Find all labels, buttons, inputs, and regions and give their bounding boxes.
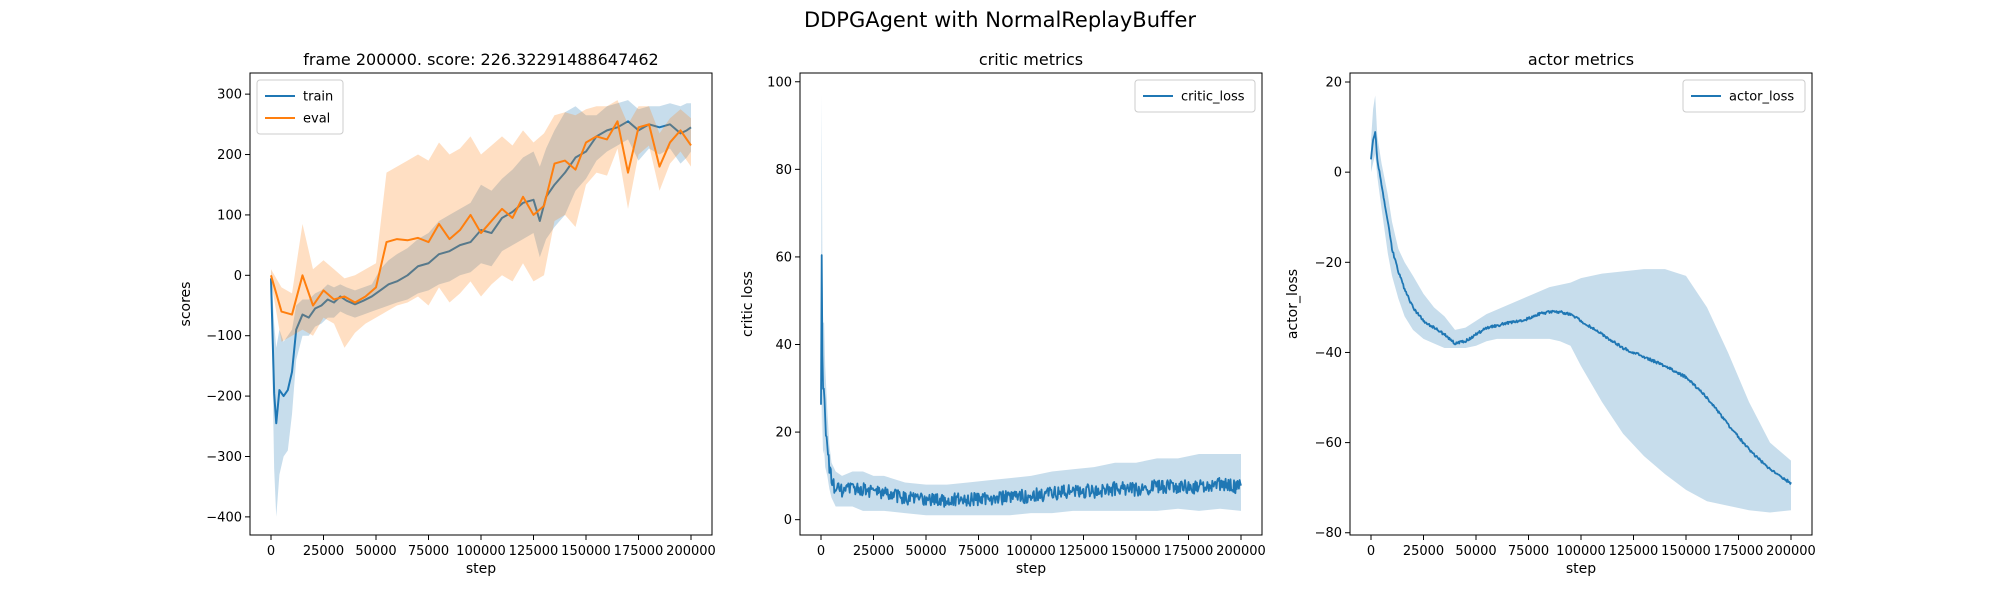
actor-xtick-label: 125000 xyxy=(1609,544,1659,559)
critic-data-layer xyxy=(820,94,1242,516)
critic-legend: critic_loss xyxy=(1134,79,1256,113)
actor-data-layer xyxy=(1370,95,1792,513)
critic-ylabel: critic loss xyxy=(740,271,756,337)
scores-xtick-label: 75000 xyxy=(408,544,449,559)
critic-ytick-label: 40 xyxy=(775,338,792,353)
critic-xtick-label: 75000 xyxy=(958,544,999,559)
scores-ylabel: scores xyxy=(178,282,194,327)
scores-ytick-label: −100 xyxy=(206,329,242,344)
critic-xtick-label: 150000 xyxy=(1111,544,1161,559)
figure-title: DDPGAgent with NormalReplayBuffer xyxy=(804,8,1196,32)
actor-series-actor-loss-band xyxy=(1371,95,1791,513)
scores-xtick-label: 175000 xyxy=(614,544,664,559)
scores-xtick-label: 0 xyxy=(267,544,275,559)
critic-series-critic-loss-band xyxy=(821,94,1241,516)
scores-xtick-label: 50000 xyxy=(355,544,396,559)
critic-xtick-label: 175000 xyxy=(1164,544,1214,559)
scores-xtick-label: 25000 xyxy=(303,544,344,559)
critic-title: critic metrics xyxy=(979,50,1083,69)
actor-plot-area xyxy=(1350,73,1812,535)
critic-legend-critic-loss-label: critic_loss xyxy=(1181,90,1245,105)
scores-legend-box xyxy=(256,79,344,135)
actor-ytick-label: −60 xyxy=(1315,436,1342,451)
scores-ytick-label: −300 xyxy=(206,450,242,465)
scores-legend: train eval xyxy=(256,79,344,135)
actor-legend: actor_loss xyxy=(1682,79,1806,113)
critic-xtick-label: 50000 xyxy=(905,544,946,559)
scores-title: frame 200000. score: 226.32291488647462 xyxy=(303,50,658,69)
actor-xtick-label: 100000 xyxy=(1556,544,1606,559)
actor-xlabel: step xyxy=(1566,561,1596,577)
critic-xlabel: step xyxy=(1016,561,1046,577)
critic-plot-area xyxy=(800,73,1262,535)
actor-xtick-label: 200000 xyxy=(1766,544,1816,559)
scores-legend-eval-label: eval xyxy=(303,112,330,127)
critic-xtick-label: 100000 xyxy=(1006,544,1056,559)
panel-scores: 0 25000 50000 75000 100000 125000 150000 175000… xyxy=(178,50,716,577)
scores-ytick-label: 0 xyxy=(234,269,242,284)
scores-series-eval-line xyxy=(270,120,692,316)
critic-xtick-label: 200000 xyxy=(1216,544,1266,559)
scores-legend-train-label: train xyxy=(303,90,333,105)
scores-xtick-label: 100000 xyxy=(456,544,506,559)
panel-critic: 0 25000 50000 75000 100000 125000 150000 175000… xyxy=(740,50,1266,577)
critic-xtick-label: 25000 xyxy=(853,544,894,559)
critic-ytick-label: 100 xyxy=(767,75,792,90)
scores-plot-area xyxy=(250,73,712,535)
critic-ytick-label: 20 xyxy=(775,426,792,441)
critic-xtick-label: 0 xyxy=(817,544,825,559)
panel-actor: 0 25000 50000 75000 100000 125000 150000 175000… xyxy=(1285,50,1816,577)
critic-ytick-label: 0 xyxy=(784,513,792,528)
actor-xtick-label: 0 xyxy=(1367,544,1375,559)
actor-legend-box xyxy=(1682,79,1806,113)
scores-ytick-label: −200 xyxy=(206,390,242,405)
actor-ytick-label: 0 xyxy=(1334,166,1342,181)
scores-ytick-label: −400 xyxy=(206,510,242,525)
scores-ytick-label: 200 xyxy=(217,148,242,163)
actor-ylabel: actor_loss xyxy=(1285,269,1301,339)
scores-ytick-label: 300 xyxy=(217,88,242,103)
actor-ytick-label: −20 xyxy=(1315,256,1342,271)
actor-title: actor metrics xyxy=(1528,50,1634,69)
critic-ytick-label: 60 xyxy=(775,250,792,265)
actor-legend-actor-loss-label: actor_loss xyxy=(1729,90,1794,105)
critic-legend-box xyxy=(1134,79,1256,113)
scores-data-layer xyxy=(270,100,692,517)
scores-series-train-band xyxy=(271,100,691,517)
charts-container: 0 25000 50000 75000 100000 125000 150000 175000… xyxy=(178,50,1816,577)
actor-series-actor-loss-line xyxy=(1370,131,1792,485)
critic-series-critic-loss-line xyxy=(820,254,1242,508)
critic-ytick-label: 80 xyxy=(775,163,792,178)
critic-xtick-label: 125000 xyxy=(1059,544,1109,559)
scores-xtick-label: 200000 xyxy=(666,544,716,559)
scores-xlabel: step xyxy=(466,561,496,577)
actor-xtick-label: 150000 xyxy=(1661,544,1711,559)
actor-ytick-label: −80 xyxy=(1315,526,1342,541)
actor-xtick-label: 75000 xyxy=(1508,544,1549,559)
scores-ytick-label: 100 xyxy=(217,208,242,223)
scores-xtick-label: 125000 xyxy=(509,544,559,559)
scores-xtick-label: 150000 xyxy=(561,544,611,559)
actor-ytick-label: −40 xyxy=(1315,346,1342,361)
actor-xtick-label: 50000 xyxy=(1455,544,1496,559)
actor-xtick-label: 175000 xyxy=(1714,544,1764,559)
actor-ytick-label: 20 xyxy=(1325,76,1342,91)
actor-xtick-label: 25000 xyxy=(1403,544,1444,559)
